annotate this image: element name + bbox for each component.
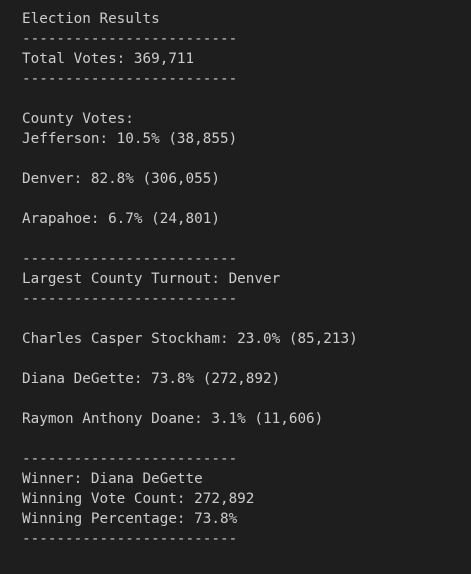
winning-vote-count-line: Winning Vote Count: 272,892 <box>22 491 255 507</box>
county-line-arapahoe: Arapahoe: 6.7% (24,801) <box>22 211 220 227</box>
separator-line: ------------------------- <box>22 531 238 547</box>
candidate-line-stockham: Charles Casper Stockham: 23.0% (85,213) <box>22 331 358 347</box>
separator-line: ------------------------- <box>22 451 238 467</box>
total-votes-line: Total Votes: 369,711 <box>22 51 195 67</box>
winning-percentage-line: Winning Percentage: 73.8% <box>22 511 238 527</box>
county-line-jefferson: Jefferson: 10.5% (38,855) <box>22 131 238 147</box>
county-line-denver: Denver: 82.8% (306,055) <box>22 171 220 187</box>
candidate-line-doane: Raymon Anthony Doane: 3.1% (11,606) <box>22 411 324 427</box>
separator-line: ------------------------- <box>22 71 238 87</box>
separator-line: ------------------------- <box>22 291 238 307</box>
largest-county-line: Largest County Turnout: Denver <box>22 271 281 287</box>
separator-line: ------------------------- <box>22 31 238 47</box>
winner-line: Winner: Diana DeGette <box>22 471 203 487</box>
candidate-line-degette: Diana DeGette: 73.8% (272,892) <box>22 371 281 387</box>
county-votes-heading: County Votes: <box>22 111 134 127</box>
separator-line: ------------------------- <box>22 251 238 267</box>
report-title: Election Results <box>22 11 160 27</box>
